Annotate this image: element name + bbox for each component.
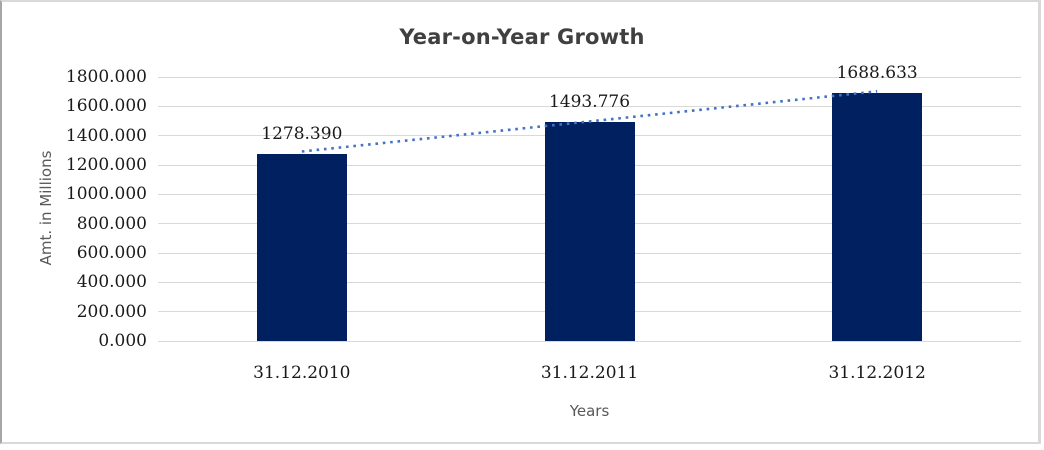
chart-bar — [832, 93, 923, 341]
y-tick-label: 1200.000 — [65, 155, 147, 175]
y-tick-label: 1800.000 — [65, 67, 147, 87]
y-tick-label: 0.000 — [98, 331, 147, 351]
chart-title: Year-on-Year Growth — [399, 25, 645, 49]
y-tick-label: 400.000 — [76, 272, 147, 293]
chart-bar — [256, 153, 347, 341]
x-tick-label: 31.12.2010 — [253, 363, 351, 383]
y-tick-label: 800.000 — [76, 213, 147, 234]
y-tick-label: 1400.000 — [65, 125, 147, 146]
y-tick-label: 200.000 — [76, 301, 147, 322]
bar-value-label: 1278.390 — [261, 123, 343, 144]
bar-value-label: 1688.633 — [836, 63, 918, 84]
chart-bar — [544, 121, 635, 341]
y-tick-label: 1600.000 — [65, 96, 147, 117]
x-tick-label: 31.12.2011 — [540, 363, 639, 383]
x-tick-label: 31.12.2012 — [828, 363, 926, 383]
y-tick-label: 600.000 — [76, 243, 147, 263]
bar-value-label: 1493.776 — [548, 91, 631, 112]
x-axis-title: Years — [569, 402, 610, 420]
y-tick-label: 1000.000 — [65, 184, 147, 205]
